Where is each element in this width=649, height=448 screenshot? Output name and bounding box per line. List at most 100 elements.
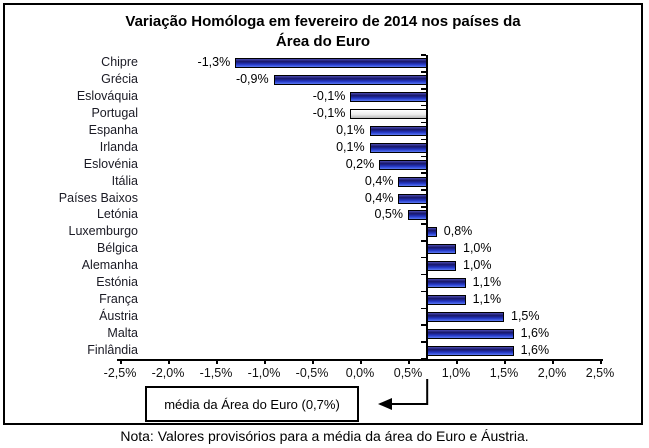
- bar: [427, 244, 456, 255]
- category-label: França: [99, 291, 138, 306]
- bar: [427, 311, 504, 322]
- category-label: Luxemburgo: [68, 224, 139, 239]
- value-label: 0,4%: [364, 190, 394, 205]
- chart-border-frame: Variação Homóloga em fevereiro de 2014 n…: [3, 3, 643, 425]
- category-axis-tick: [421, 71, 427, 73]
- category-axis-tick: [421, 172, 427, 174]
- bar: [427, 345, 514, 356]
- category-axis-tick: [421, 256, 427, 259]
- value-label: 1,6%: [520, 325, 550, 340]
- value-label: 1,0%: [463, 258, 492, 273]
- bar: [427, 227, 437, 238]
- bar: [369, 126, 428, 136]
- value-label: 0,8%: [443, 224, 473, 239]
- category-label: Eslovénia: [83, 156, 138, 171]
- x-tick-label: -2,0%: [151, 366, 185, 380]
- category-label: Letónia: [96, 207, 138, 222]
- value-label: 0,4%: [364, 173, 394, 188]
- bar: [427, 261, 456, 272]
- x-tick-label: 0,0%: [345, 366, 375, 380]
- value-label: 1,0%: [463, 241, 492, 256]
- category-label: Estónia: [96, 275, 138, 289]
- category-label: Eslováquia: [76, 89, 138, 104]
- value-label: -0,1%: [312, 106, 346, 121]
- x-axis-tick: [504, 360, 506, 364]
- category-label: Finlândia: [87, 342, 138, 357]
- value-label: 1,1%: [472, 291, 502, 306]
- value-label: 0,1%: [336, 123, 365, 137]
- x-axis-tick: [600, 360, 602, 364]
- category-axis-tick: [421, 206, 427, 208]
- category-label: Alemanha: [81, 258, 138, 273]
- bar: [379, 159, 428, 170]
- category-label: Irlanda: [99, 139, 138, 154]
- x-tick-label: 2,5%: [585, 366, 615, 380]
- category-label: Áustria: [99, 308, 138, 323]
- category-label: Malta: [107, 325, 138, 340]
- x-axis-tick: [456, 360, 458, 364]
- category-label: Chipre: [101, 55, 138, 70]
- bar: [427, 294, 466, 305]
- chart-title-line2: Área do Euro: [275, 32, 371, 50]
- bar: [369, 142, 428, 153]
- category-label: Espanha: [88, 123, 138, 137]
- value-label: -0,1%: [312, 89, 346, 104]
- footnote: Nota: Valores provisórios para a média d…: [120, 428, 529, 444]
- bar: [398, 176, 428, 187]
- value-label: 0,1%: [336, 139, 365, 154]
- bar: [235, 58, 428, 69]
- category-axis-tick: [421, 155, 427, 158]
- x-axis-tick: [120, 360, 122, 364]
- bar: [427, 328, 514, 339]
- category-label: Itália: [111, 173, 138, 188]
- x-axis-tick: [552, 360, 554, 364]
- value-label: 0,2%: [345, 156, 375, 171]
- bar: [273, 75, 428, 86]
- x-tick-label: 0,5%: [393, 366, 423, 380]
- x-axis-tick: [216, 360, 218, 364]
- category-axis-tick: [421, 223, 427, 225]
- value-label: 1,1%: [472, 275, 502, 289]
- value-label: -1,3%: [197, 55, 231, 70]
- bar: [427, 278, 466, 288]
- category-axis-tick: [421, 240, 427, 242]
- value-label: 1,6%: [520, 342, 550, 357]
- category-axis-tick: [421, 307, 427, 310]
- category-label: Grécia: [101, 72, 138, 87]
- x-axis-tick: [264, 360, 266, 364]
- value-label: 0,5%: [374, 207, 404, 222]
- x-tick-label: -1,0%: [247, 366, 281, 380]
- x-tick-label: 2,0%: [537, 366, 567, 380]
- plot-area: Chipre -1,3% Grécia -0,9% Eslováquia -0,1% Por…: [5, 5, 641, 423]
- mean-annotation-box: média da Área do Euro (0,7%): [145, 386, 359, 422]
- x-axis-tick: [168, 360, 170, 364]
- value-label: 1,5%: [511, 308, 540, 323]
- category-axis-tick: [421, 189, 427, 191]
- x-axis-tick: [360, 360, 362, 364]
- category-label: Bélgica: [97, 241, 138, 256]
- mean-annotation-label: média da Área do Euro (0,7%): [164, 396, 340, 412]
- category-axis-tick: [421, 273, 427, 276]
- x-tick-label: -1,5%: [199, 366, 233, 380]
- x-tick-label: 1,0%: [441, 366, 471, 380]
- mean-reference-line: [426, 55, 429, 359]
- x-tick-label: -0,5%: [295, 366, 329, 380]
- chart-title-line1: Variação Homóloga em fevereiro de 2014 n…: [125, 13, 521, 30]
- category-axis-tick: [421, 104, 427, 107]
- category-axis-tick: [421, 138, 427, 141]
- x-tick-label: 1,5%: [489, 366, 519, 380]
- category-axis-tick: [421, 290, 427, 293]
- category-axis-tick: [421, 324, 427, 326]
- category-axis-tick: [421, 88, 427, 90]
- category-axis-tick: [421, 54, 427, 56]
- category-label: Países Baixos: [58, 190, 138, 205]
- x-axis: [117, 359, 603, 361]
- value-label: -0,9%: [235, 72, 269, 87]
- chart-title: Variação Homóloga em fevereiro de 2014 n…: [5, 12, 641, 51]
- category-axis-tick: [421, 341, 427, 343]
- bar: [398, 193, 428, 204]
- x-axis-tick: [408, 360, 410, 364]
- x-tick-label: -2,5%: [103, 366, 137, 380]
- category-axis-tick: [421, 358, 427, 360]
